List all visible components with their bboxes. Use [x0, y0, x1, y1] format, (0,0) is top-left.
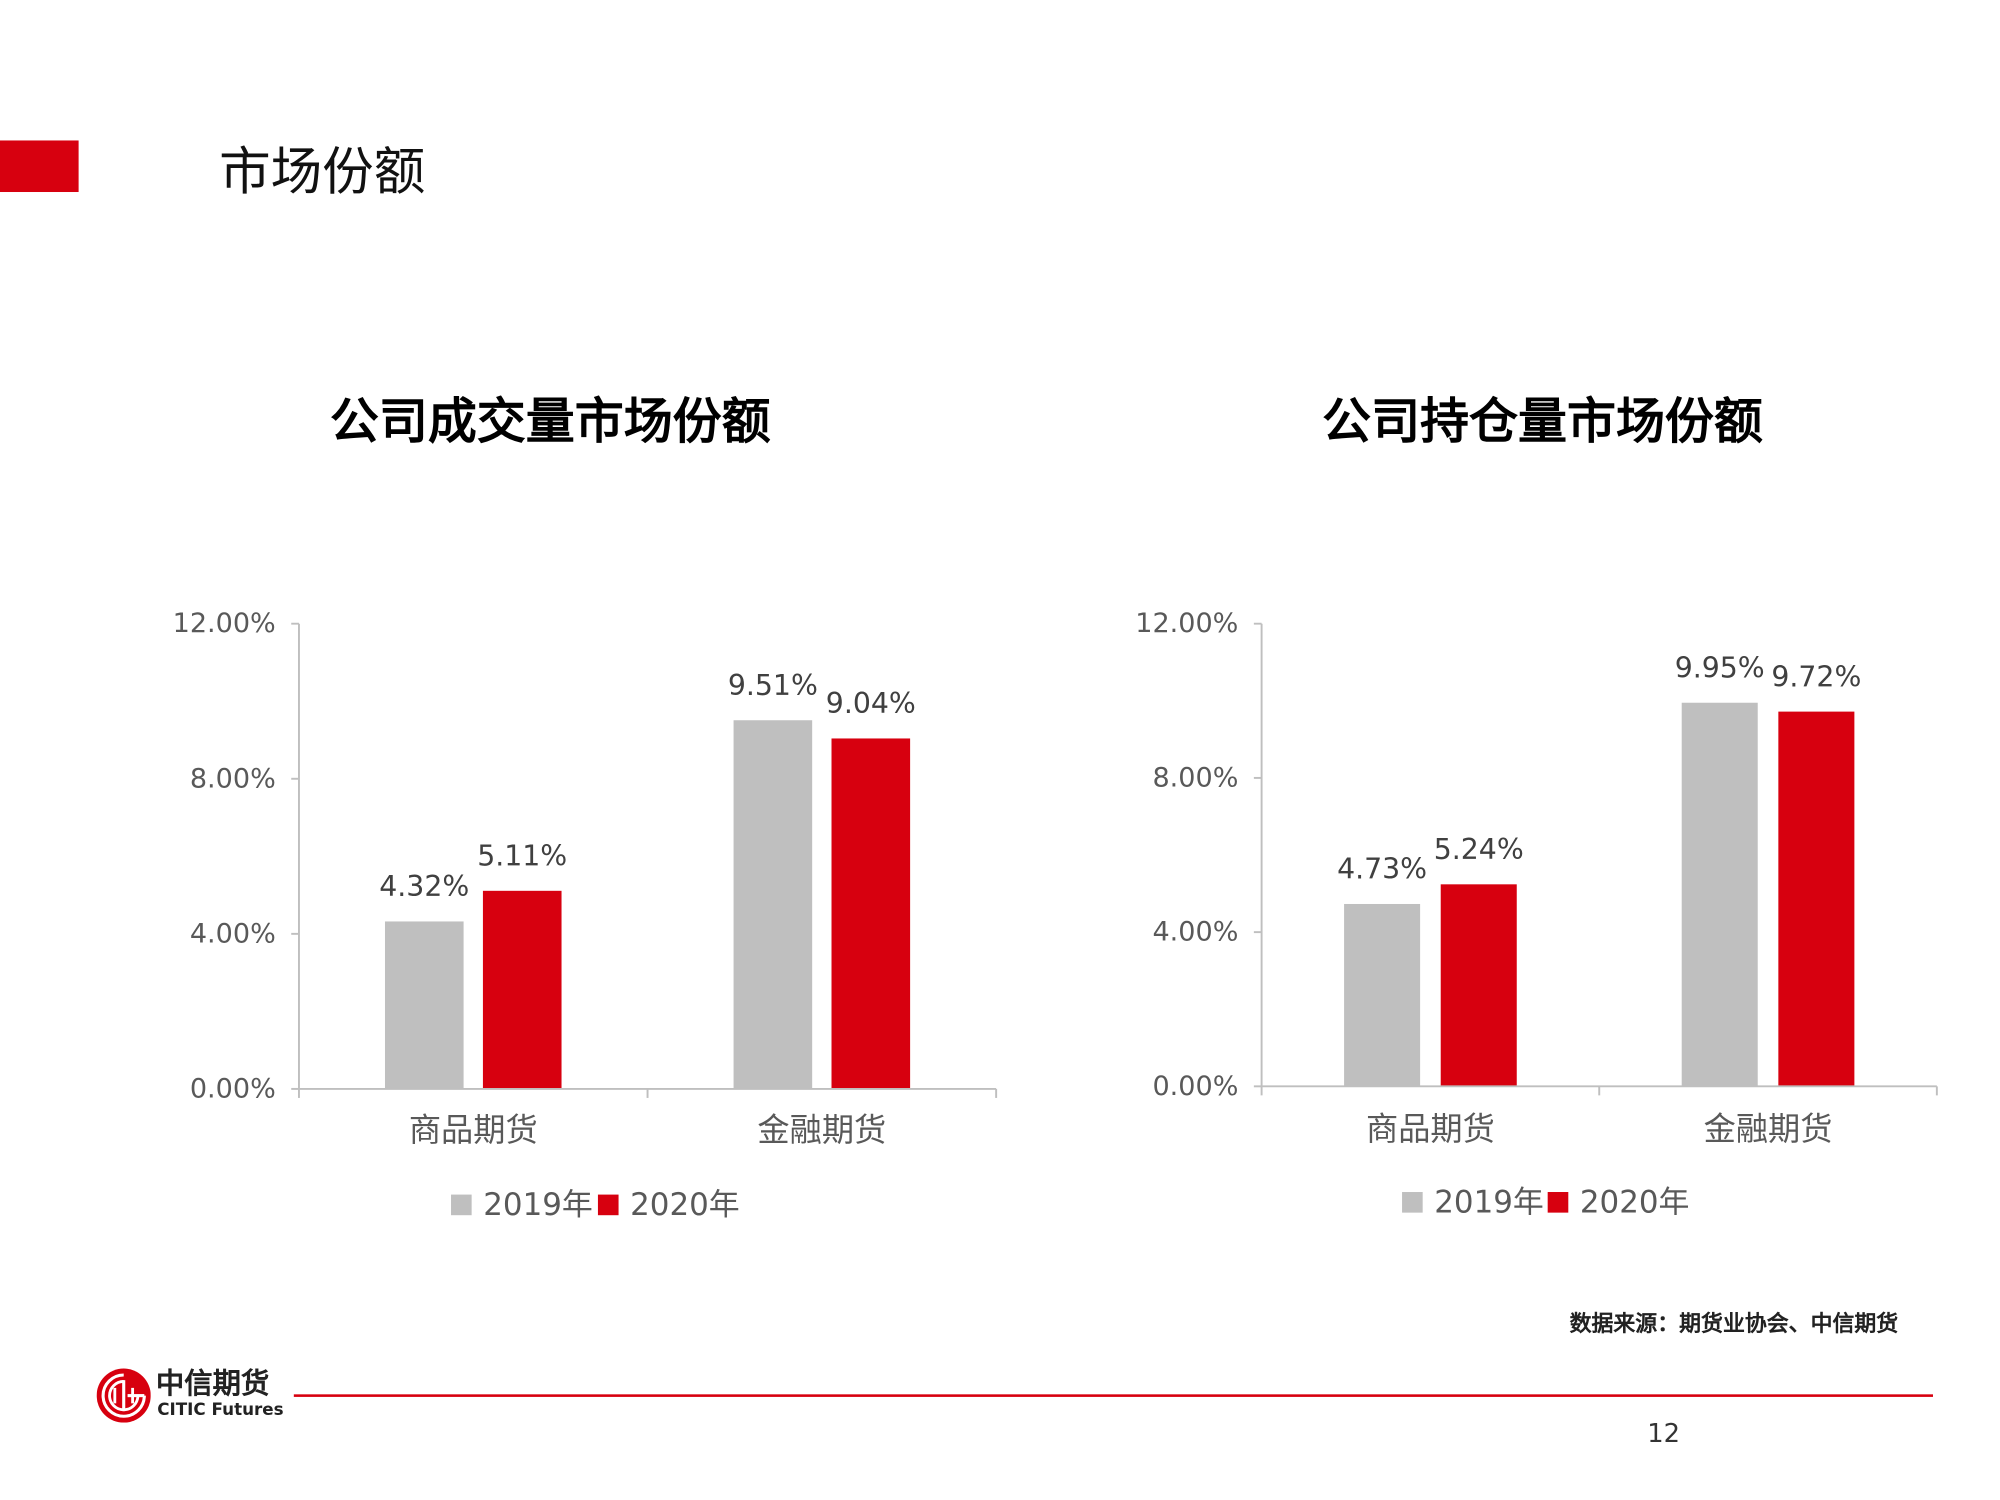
y-tick-label: 8.00% — [190, 763, 276, 794]
y-tick-label: 0.00% — [1152, 1071, 1238, 1102]
chart-title-open-interest: 公司持仓量市场份额 — [1322, 393, 1763, 450]
chart-title-trading-volume: 公司成交量市场份额 — [329, 393, 771, 450]
y-tick-label: 12.00% — [1135, 608, 1238, 639]
bar-series-2-category-1 — [1440, 884, 1517, 1087]
bar-series-2-category-2 — [1778, 711, 1855, 1087]
bar-series-1-category-1 — [384, 921, 464, 1089]
citic-logo-icon — [96, 1368, 151, 1423]
bar-value-label: 9.04% — [826, 687, 916, 720]
data-source-note: 数据来源：期货业协会、中信期货 — [1569, 1311, 1899, 1338]
bar-value-label: 9.51% — [728, 669, 818, 702]
bar-value-label: 5.24% — [1434, 833, 1524, 866]
bar-value-label: 5.11% — [477, 840, 567, 873]
y-tick-label: 8.00% — [1152, 762, 1238, 793]
bar-value-label: 9.95% — [1675, 651, 1765, 684]
title-accent-block — [0, 140, 79, 193]
legend-label: 2020年 — [1580, 1184, 1690, 1220]
legend-swatch — [1402, 1192, 1423, 1213]
bar-series-1-category-2 — [1681, 702, 1758, 1087]
bar-value-label: 4.32% — [379, 870, 469, 903]
y-tick-label: 4.00% — [1152, 917, 1238, 948]
footer-divider — [293, 1394, 1933, 1397]
logo-name-english: CITIC Futures — [157, 1400, 284, 1421]
legend-swatch — [1547, 1192, 1569, 1213]
y-tick-label: 12.00% — [173, 608, 276, 639]
logo-name-chinese: 中信期货 — [155, 1368, 270, 1401]
bar-value-label: 4.73% — [1337, 853, 1427, 886]
x-category-label: 商品期货 — [409, 1111, 538, 1149]
legend-label: 2019年 — [483, 1187, 593, 1223]
y-tick-label: 0.00% — [190, 1073, 276, 1104]
legend-label: 2020年 — [630, 1187, 740, 1223]
x-category-label: 金融期货 — [757, 1111, 886, 1149]
legend-swatch — [597, 1194, 619, 1216]
legend-label: 2019年 — [1434, 1184, 1544, 1220]
bar-chart-open-interest: 4.73%5.24% 商品期货 9.95% 9.72% 金融期货 0.00% 4.00% 8.… — [1135, 608, 1938, 1220]
bar-value-label: 9.72% — [1771, 660, 1861, 693]
y-tick-label: 4.00% — [190, 918, 276, 949]
bar-series-2-category-1 — [482, 890, 562, 1089]
bar-series-1-category-1 — [1344, 903, 1421, 1087]
x-category-label: 商品期货 — [1366, 1110, 1495, 1148]
bar-series-2-category-2 — [831, 738, 911, 1089]
page-title: 市场份额 — [219, 143, 426, 203]
bar-chart-trading-volume: 4.32%5.11% 商品期货 9.51%9.04% 金融期货 0.00% 4.00% 8.… — [173, 608, 998, 1223]
legend-swatch — [451, 1194, 472, 1216]
bar-series-1-category-2 — [733, 720, 813, 1089]
page-number: 12 — [1647, 1417, 1681, 1449]
x-category-label: 金融期货 — [1704, 1110, 1833, 1148]
